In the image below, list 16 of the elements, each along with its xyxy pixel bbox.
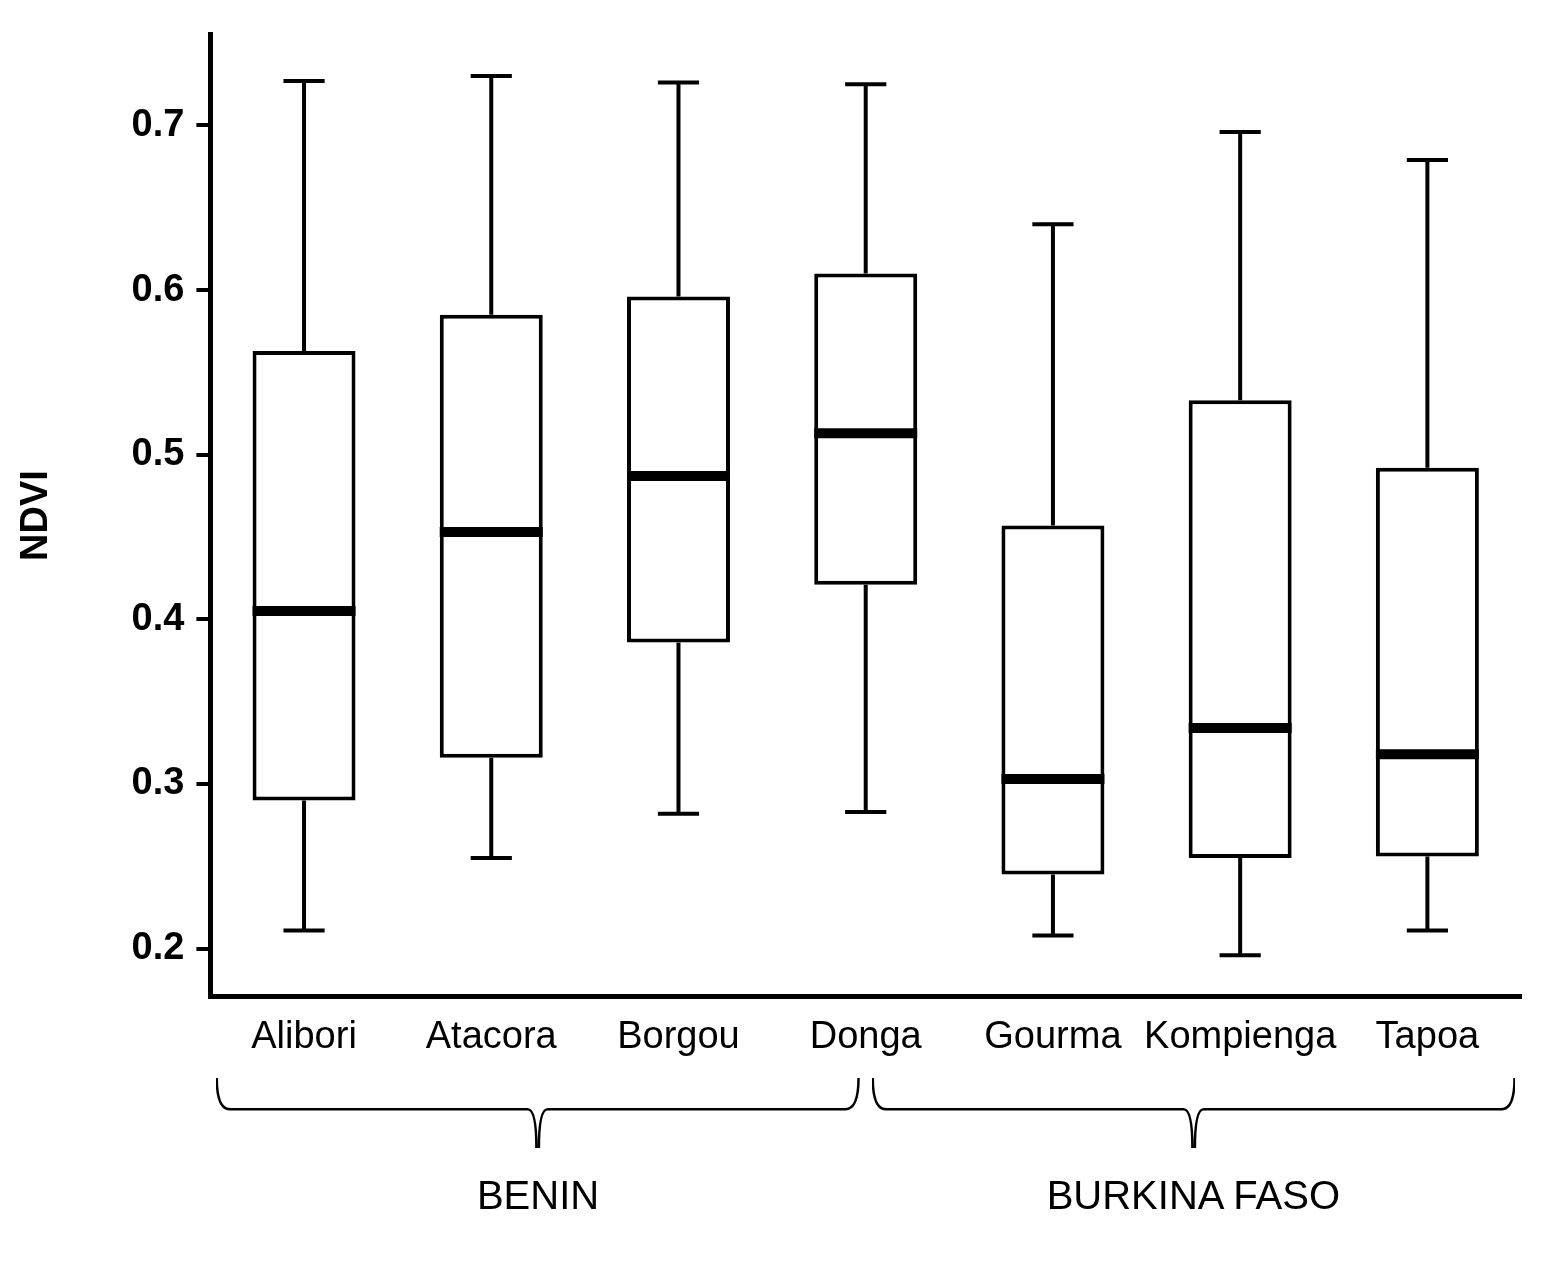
x-tick-label: Donga (809, 1013, 923, 1056)
x-tick-label: Alibori (251, 1013, 357, 1056)
y-tick-label: 0.7 (131, 101, 185, 144)
y-tick-label: 0.5 (131, 431, 185, 474)
x-tick-label: Kompienga (1144, 1013, 1338, 1056)
x-tick-label: Gourma (984, 1013, 1123, 1056)
x-tick-label: Atacora (425, 1013, 558, 1056)
y-axis-title: NDVI (13, 470, 56, 561)
x-tick-label: Borgou (617, 1013, 740, 1056)
y-tick-label: 0.4 (131, 595, 185, 638)
y-tick-label: 0.2 (131, 925, 185, 968)
text: BENIN (476, 1173, 600, 1219)
text: BURKINA FASO (1046, 1173, 1341, 1219)
x-tick-label: Tapoa (1375, 1013, 1481, 1056)
y-tick-label: 0.6 (131, 266, 185, 309)
y-tick-label: 0.3 (131, 760, 185, 803)
